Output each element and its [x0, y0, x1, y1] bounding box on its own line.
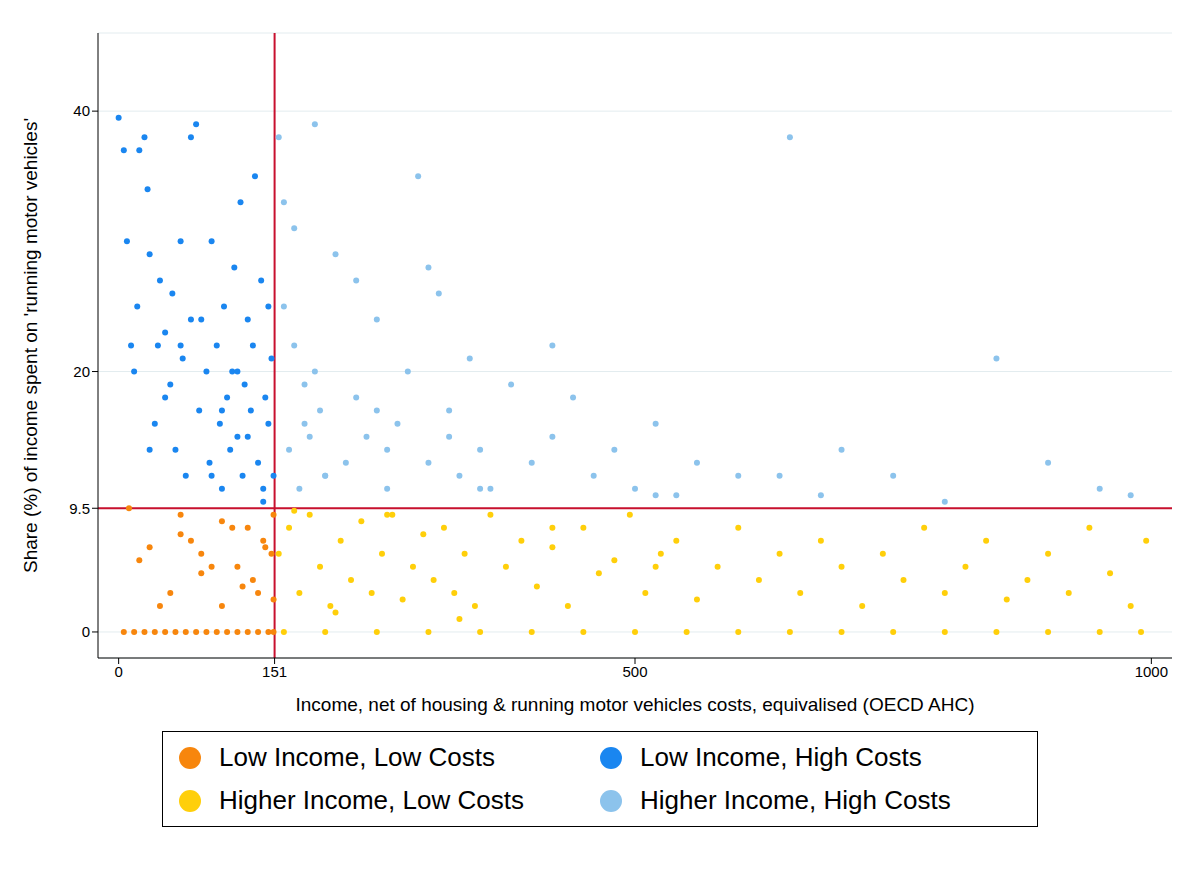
html-text:Low Income, Low Costs: Low Income, Low Costs — [219, 742, 495, 772]
svg-text:40: 40 — [73, 102, 90, 119]
svg-text:500: 500 — [622, 663, 647, 680]
html-text:Higher Income, High Costs: Higher Income, High Costs — [640, 785, 951, 815]
svg-text:0: 0 — [114, 663, 122, 680]
svg-text:Income, net of housing & runni: Income, net of housing & running motor v… — [295, 694, 974, 715]
svg-text:20: 20 — [73, 363, 90, 380]
html-text:Low Income, High Costs: Low Income, High Costs — [640, 742, 922, 772]
svg-text:0: 0 — [82, 623, 90, 640]
svg-text:9.5: 9.5 — [69, 500, 90, 517]
svg-text:151: 151 — [262, 663, 287, 680]
svg-text:Share (%) of income spent on ': Share (%) of income spent on 'running mo… — [20, 118, 41, 573]
html-text:Higher Income, Low Costs: Higher Income, Low Costs — [219, 785, 524, 815]
svg-text:1000: 1000 — [1135, 663, 1168, 680]
